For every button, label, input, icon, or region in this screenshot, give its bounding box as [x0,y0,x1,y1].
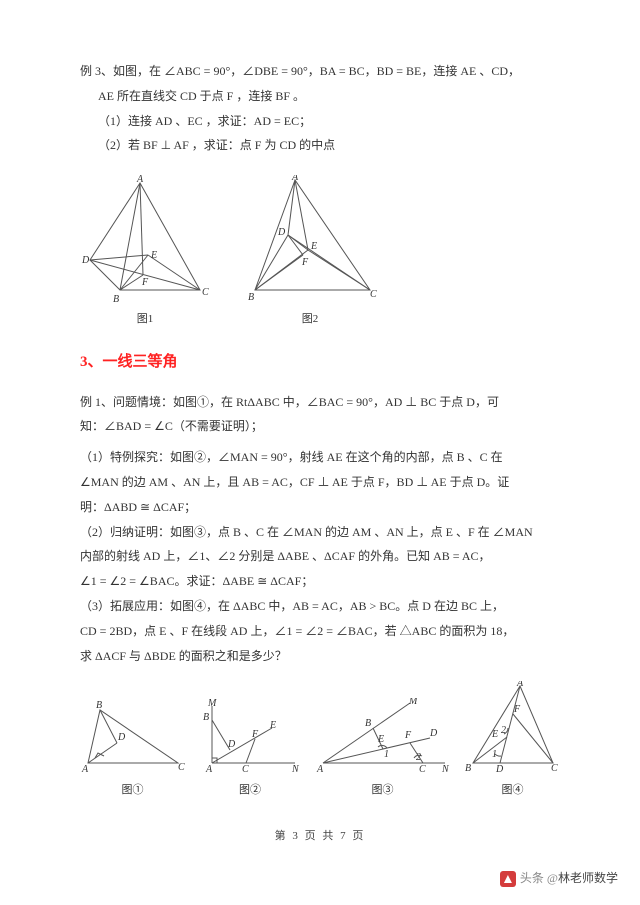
svg-text:2: 2 [501,725,506,736]
svg-text:E: E [150,250,157,261]
figure-c3-svg: A M N B E 1 F D 2 C [315,698,450,776]
svg-text:B: B [203,712,209,723]
ex3-line4: （2）若 BF ⊥ AF ，求证：点 F 为 CD 的中点 [80,134,560,157]
svg-text:D: D [117,732,126,743]
svg-text:F: F [301,257,309,268]
ex1-line4: ∠MAN 的边 AM 、AN 上，且 AB = AC，CF ⊥ AE 于点 F，… [80,471,560,494]
svg-text:C: C [551,763,558,774]
figure-c1-svg: A B C D [80,698,185,776]
ex1-line5: 明：ΔABD ≅ ΔCAF； [80,496,560,519]
page-content: 例 3、如图，在 ∠ABC = 90°，∠DBE = 90°，BA = BC，B… [0,0,640,849]
svg-text:F: F [404,730,412,741]
svg-text:D: D [429,728,438,739]
svg-text:C: C [242,764,249,775]
svg-text:N: N [441,764,450,775]
figure-c2-svg: A M N B D F E C [200,698,300,776]
footer-prefix: 头条 [520,871,547,885]
svg-text:F: F [141,277,149,288]
figure-2-svg: A D B C E F [240,175,380,305]
ex1-line2: 知：∠BAD = ∠C（不需要证明）； [80,415,560,438]
svg-text:B: B [365,718,371,729]
svg-text:C: C [370,289,377,300]
svg-text:B: B [113,294,119,305]
footer-credit: 头条 @林老师数学 [500,869,618,887]
figure-c2: A M N B D F E C 图② [200,698,300,801]
figc2-caption: 图② [239,780,261,801]
svg-text:F: F [251,729,259,740]
figure-c1: A B C D 图① [80,698,185,801]
svg-text:D: D [81,255,90,266]
figc3-caption: 图③ [372,780,394,801]
svg-text:D: D [495,764,504,775]
ex1-line11: 求 ΔACF 与 ΔBDE 的面积之和是多少？ [80,645,560,668]
toutiao-icon [500,871,516,887]
footer-page-number: 第 3 页 共 7 页 [0,827,640,843]
figc4-caption: 图④ [502,780,524,801]
section-3-title: 3、一线三等角 [80,348,560,377]
svg-text:M: M [207,698,217,709]
svg-text:E: E [377,734,384,745]
ex1-line10: CD = 2BD，点 E 、F 在线段 AD 上，∠1 = ∠2 = ∠BAC，… [80,620,560,643]
figure-1-svg: A D B C E F [80,175,210,305]
svg-text:A: A [136,175,144,185]
svg-text:C: C [202,287,209,298]
ex1-line1: 例 1、问题情境：如图①，在 RtΔABC 中，∠BAC = 90°，AD ⊥ … [80,391,560,414]
svg-text:B: B [248,292,254,303]
ex1-line3: （1）特例探究：如图②，∠MAN = 90°，射线 AE 在这个角的内部，点 B… [80,446,560,469]
svg-text:F: F [513,704,521,715]
svg-text:M: M [408,698,418,707]
fig1-caption: 图1 [137,309,154,330]
svg-text:C: C [419,764,426,775]
figures-row-2: A B C D 图① A M [80,681,560,801]
footer-author: 林老师数学 [558,871,618,885]
ex1-line8: ∠1 = ∠2 = ∠BAC。求证：ΔABE ≅ ΔCAF； [80,570,560,593]
svg-text:N: N [291,764,300,775]
ex1-line9: （3）拓展应用：如图④，在 ΔABC 中，AB = AC，AB > BC。点 D… [80,595,560,618]
figures-row-1: A D B C E F 图1 [80,175,560,330]
svg-text:A: A [516,681,524,689]
svg-text:E: E [491,729,498,740]
ex3-line1: 例 3、如图，在 ∠ABC = 90°，∠DBE = 90°，BA = BC，B… [80,60,560,83]
svg-text:2: 2 [416,752,421,763]
svg-text:A: A [291,175,299,183]
svg-text:C: C [178,762,185,773]
svg-text:1: 1 [384,749,389,760]
figure-1: A D B C E F 图1 [80,175,210,330]
svg-text:D: D [227,739,236,750]
figure-2: A D B C E F 图2 [240,175,380,330]
ex3-line2: AE 所在直线交 CD 于点 F ，连接 BF 。 [80,85,560,108]
svg-text:B: B [465,763,471,774]
figc1-caption: 图① [122,780,144,801]
svg-text:E: E [269,720,276,731]
svg-text:A: A [205,764,213,775]
ex3-line3: （1）连接 AD 、EC ，求证：AD = EC； [80,110,560,133]
figure-c3: A M N B E 1 F D 2 C 图③ [315,698,450,801]
fig2-caption: 图2 [302,309,319,330]
svg-text:A: A [81,764,89,775]
figure-c4-svg: A B C D E F 1 2 [465,681,560,776]
svg-text:D: D [277,227,286,238]
svg-text:E: E [310,241,317,252]
ex1-line6: （2）归纳证明：如图③，点 B 、C 在 ∠MAN 的边 AM 、AN 上，点 … [80,521,560,544]
footer-at: @ [547,871,558,885]
svg-text:1: 1 [492,749,497,760]
figure-c4: A B C D E F 1 2 图④ [465,681,560,801]
svg-text:B: B [96,700,102,711]
svg-text:A: A [316,764,324,775]
ex1-line7: 内部的射线 AD 上，∠1、∠2 分别是 ΔABE 、ΔCAF 的外角。已知 A… [80,545,560,568]
